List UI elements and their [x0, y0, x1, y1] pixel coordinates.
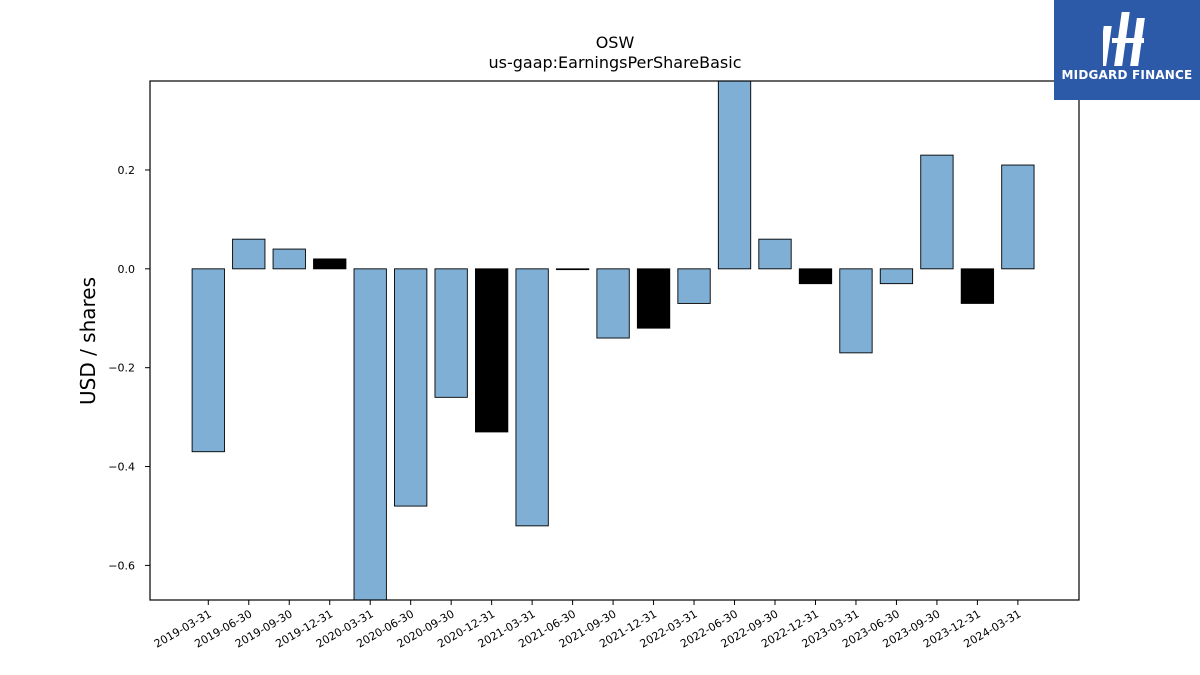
logo-mark-icon	[1103, 12, 1145, 66]
bar	[839, 268, 873, 354]
bar	[677, 268, 711, 304]
bar	[434, 268, 468, 398]
chart-subtitle: us-gaap:EarningsPerShareBasic	[488, 53, 741, 72]
bar	[353, 268, 387, 601]
bar	[920, 154, 954, 270]
y-axis-label: USD / shares	[76, 277, 100, 405]
chart-title: OSW	[596, 33, 635, 52]
bar	[960, 268, 995, 304]
plot-frame	[149, 80, 1080, 601]
y-tick-label: −0.2	[108, 362, 135, 375]
y-tick-label: 0.0	[118, 263, 136, 276]
bar	[717, 80, 752, 270]
bar	[798, 268, 833, 285]
bar	[191, 268, 225, 453]
bar	[636, 268, 671, 329]
bar	[394, 268, 428, 507]
midgard-finance-logo: MIDGARD FINANCE	[1054, 0, 1200, 100]
bar	[555, 268, 590, 271]
bar	[475, 268, 509, 433]
bar	[515, 268, 549, 527]
bar	[758, 238, 792, 270]
bar	[879, 268, 914, 285]
bar	[313, 258, 347, 270]
bar	[272, 248, 306, 270]
bar	[232, 238, 266, 270]
bar	[596, 268, 630, 339]
logo-text: MIDGARD FINANCE	[1061, 68, 1193, 82]
y-tick-label: 0.2	[118, 164, 136, 177]
bar	[1001, 164, 1035, 270]
y-tick-label: −0.6	[108, 559, 135, 572]
y-tick-label: −0.4	[108, 461, 135, 474]
